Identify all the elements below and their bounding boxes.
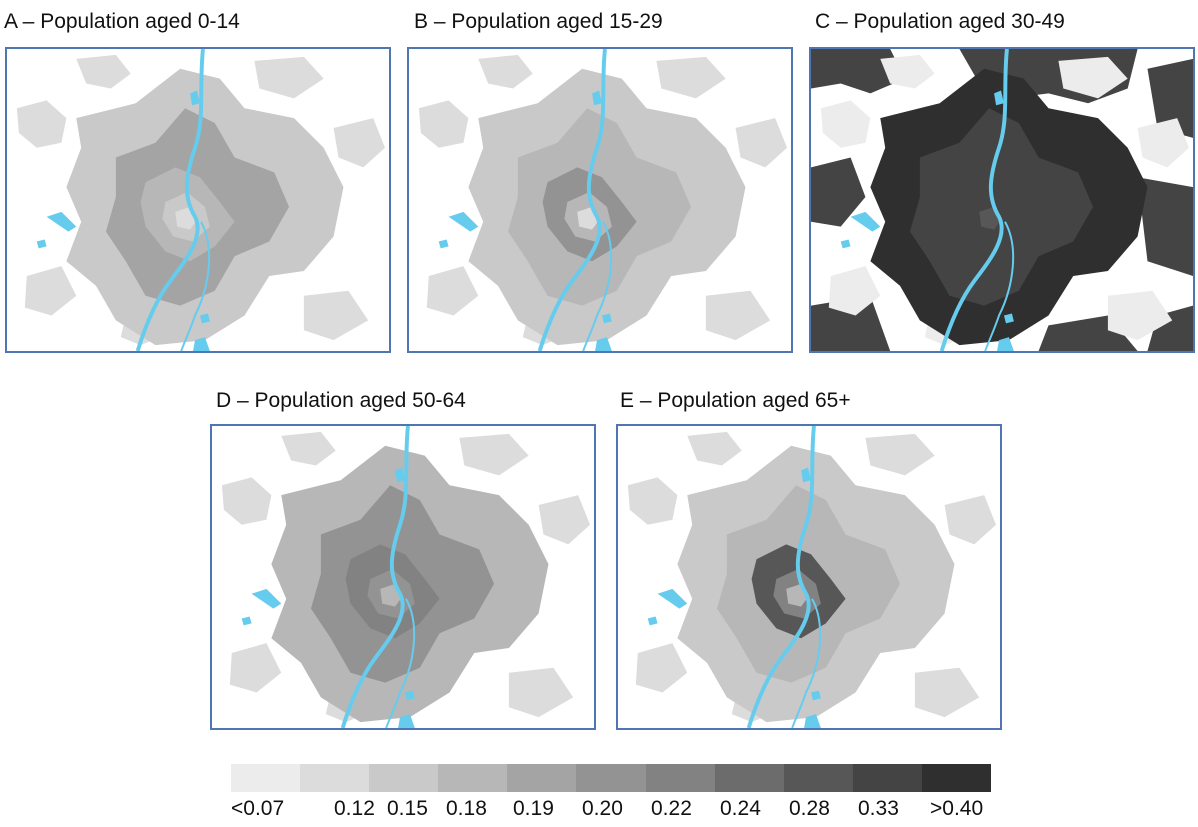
legend-swatch — [507, 764, 577, 792]
river — [939, 49, 1009, 351]
map-panel-a — [5, 47, 391, 353]
river — [537, 49, 607, 351]
legend-label: 0.22 — [651, 797, 692, 820]
river-branch — [385, 598, 416, 728]
panel-title-c: C – Population aged 30-49 — [815, 10, 1065, 33]
lake — [840, 239, 851, 249]
lake — [997, 337, 1014, 351]
lake — [193, 337, 210, 351]
panel-title-b: B – Population aged 15-29 — [414, 10, 663, 33]
lake — [395, 467, 405, 483]
lake — [190, 90, 200, 106]
lake — [657, 588, 688, 609]
legend-label: >0.40 — [930, 797, 984, 820]
river-branch — [582, 221, 613, 351]
legend-label: 0.20 — [582, 797, 623, 820]
density-zone — [820, 54, 1190, 346]
legend-label: 0.15 — [387, 797, 428, 820]
legend-labels: <0.07 0.12 0.15 0.18 0.19 0.20 0.22 0.24 0.28 0.3… — [0, 796, 1198, 824]
lake — [804, 714, 821, 728]
legend-swatch — [231, 764, 301, 792]
legend-swatch — [714, 764, 784, 792]
lake — [994, 90, 1004, 106]
legend-swatch — [645, 764, 715, 792]
panel-title-d: D – Population aged 50-64 — [216, 389, 466, 412]
lake — [801, 467, 811, 483]
legend-swatch — [576, 764, 646, 792]
legend-swatch — [921, 764, 992, 792]
lake — [46, 211, 77, 232]
density-zone — [418, 54, 788, 346]
lake — [199, 313, 210, 324]
legend-label: 0.24 — [720, 797, 761, 820]
map-panel-d — [210, 424, 596, 730]
legend-swatch — [783, 764, 853, 792]
legend-label: 0.12 — [334, 797, 375, 820]
lake — [241, 616, 252, 626]
lake — [438, 239, 449, 249]
lake — [251, 588, 282, 609]
legend-label: 0.28 — [789, 797, 830, 820]
map-panel-b — [407, 47, 793, 353]
lake — [595, 337, 612, 351]
legend-label: 0.19 — [513, 797, 554, 820]
lake — [810, 690, 821, 701]
legend-swatch — [300, 764, 370, 792]
lake — [601, 313, 612, 324]
legend-label: <0.07 — [231, 797, 285, 820]
density-zone — [627, 431, 997, 723]
density-zone — [811, 49, 1193, 351]
river — [340, 426, 410, 728]
river-branch — [791, 598, 822, 728]
lake — [647, 616, 658, 626]
river — [135, 49, 205, 351]
panel-title-e: E – Population aged 65+ — [620, 389, 851, 412]
lake — [36, 239, 47, 249]
legend-color-bar — [231, 764, 992, 792]
panel-title-a: A – Population aged 0-14 — [4, 10, 240, 33]
river-branch — [180, 221, 211, 351]
legend-swatch — [438, 764, 508, 792]
legend-label: 0.33 — [858, 797, 899, 820]
lake — [398, 714, 415, 728]
river — [746, 426, 816, 728]
lake — [404, 690, 415, 701]
map-panel-c — [809, 47, 1195, 353]
density-zone — [16, 54, 386, 346]
river-branch — [984, 221, 1015, 351]
legend-swatch — [369, 764, 439, 792]
lake — [850, 211, 881, 232]
map-panel-e — [616, 424, 1002, 730]
lake — [448, 211, 479, 232]
lake — [1003, 313, 1014, 324]
legend-label: 0.18 — [446, 797, 487, 820]
density-zone — [221, 431, 591, 723]
lake — [592, 90, 602, 106]
legend-swatch — [852, 764, 922, 792]
